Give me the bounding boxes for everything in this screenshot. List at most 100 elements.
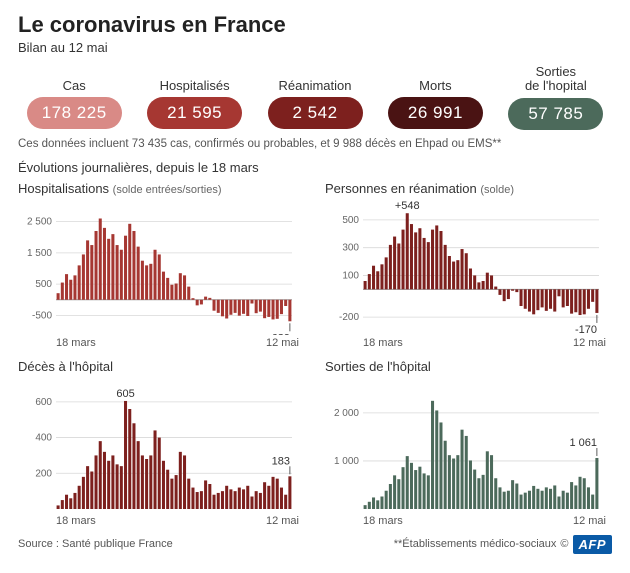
svg-text:1 061: 1 061 <box>569 437 597 449</box>
bar <box>372 265 375 289</box>
svg-text:300: 300 <box>342 242 359 253</box>
stat-pill: Morts26 991 <box>379 65 491 130</box>
bar <box>234 299 237 312</box>
bar <box>511 289 514 290</box>
bar <box>116 464 119 509</box>
bar <box>583 478 586 509</box>
bar <box>229 489 232 509</box>
bar <box>486 272 489 289</box>
bar <box>111 234 114 300</box>
bar <box>511 480 514 509</box>
bar <box>456 455 459 509</box>
stat-pill-value: 2 542 <box>268 97 363 129</box>
x-axis-labels: 18 mars12 mai <box>18 515 305 527</box>
bar <box>263 482 266 509</box>
bar <box>414 470 417 509</box>
bar <box>250 496 253 509</box>
bar <box>255 491 258 509</box>
bar <box>364 281 367 289</box>
bar <box>288 299 291 321</box>
bar <box>65 274 68 300</box>
bar <box>591 494 594 508</box>
bar <box>364 505 367 509</box>
bar <box>179 451 182 508</box>
bar <box>427 242 430 289</box>
data-note: Ces données incluent 73 435 cas, confirm… <box>18 138 612 150</box>
svg-text:2 500: 2 500 <box>27 216 52 227</box>
bar <box>284 494 287 508</box>
bar <box>532 289 535 314</box>
bar <box>221 491 224 509</box>
bar <box>242 489 245 509</box>
bar <box>128 223 131 299</box>
bar <box>595 458 598 509</box>
chart-title: Hospitalisations (solde entrées/sorties) <box>18 181 305 196</box>
bar <box>528 289 531 311</box>
bar <box>137 246 140 299</box>
bar <box>229 299 232 314</box>
bar <box>591 289 594 302</box>
bar <box>574 289 577 312</box>
bar <box>397 243 400 289</box>
bar <box>423 238 426 289</box>
bar <box>553 485 556 509</box>
bar <box>494 286 497 289</box>
bar <box>553 289 556 311</box>
bar <box>402 229 405 289</box>
svg-text:400: 400 <box>35 432 52 443</box>
bar <box>536 289 539 310</box>
bar <box>461 249 464 289</box>
bar <box>208 297 211 299</box>
bar <box>520 494 523 508</box>
bar <box>95 455 98 509</box>
bar <box>418 466 421 508</box>
bar <box>503 289 506 301</box>
chart-title: Sorties de l'hôpital <box>325 359 612 374</box>
bar <box>431 400 434 508</box>
chart-sorties: Sorties de l'hôpital1 0002 0001 06118 ma… <box>325 359 612 527</box>
stat-pill: Sortiesde l'hopital57 785 <box>500 65 612 130</box>
stat-pill: Réanimation2 542 <box>259 65 371 130</box>
bar <box>255 299 258 312</box>
stat-pill-label: Cas <box>63 65 86 93</box>
bar <box>95 231 98 300</box>
bar <box>587 289 590 308</box>
bar <box>444 440 447 508</box>
svg-text:605: 605 <box>116 388 134 400</box>
stat-pill: Cas178 225 <box>18 65 130 130</box>
bar <box>234 491 237 509</box>
bar <box>549 289 552 308</box>
bar <box>380 496 383 509</box>
bar <box>461 429 464 508</box>
bar <box>250 299 253 303</box>
bar <box>57 505 60 509</box>
bar <box>124 401 127 509</box>
chart-title: Décès à l'hôpital <box>18 359 305 374</box>
bar <box>217 299 220 312</box>
x-axis-labels: 18 mars12 mai <box>325 515 612 527</box>
bar <box>376 271 379 289</box>
bar <box>473 275 476 289</box>
bar <box>61 500 64 509</box>
bar <box>541 289 544 307</box>
bar <box>280 487 283 508</box>
bar <box>439 422 442 509</box>
bar <box>200 491 203 509</box>
bar <box>389 484 392 509</box>
bar <box>368 274 371 289</box>
bar <box>494 478 497 509</box>
bar <box>69 498 72 509</box>
bar <box>406 213 409 289</box>
bar <box>482 281 485 289</box>
bar <box>246 299 249 315</box>
bar <box>187 286 190 299</box>
bar <box>242 299 245 313</box>
bar <box>57 293 60 300</box>
section-title: Évolutions journalières, depuis le 18 ma… <box>18 160 612 175</box>
bar <box>238 299 241 315</box>
bar <box>204 480 207 509</box>
stat-pill-value: 21 595 <box>147 97 242 129</box>
svg-text:500: 500 <box>35 279 52 290</box>
page-subtitle: Bilan au 12 mai <box>18 40 612 55</box>
bar <box>191 487 194 508</box>
